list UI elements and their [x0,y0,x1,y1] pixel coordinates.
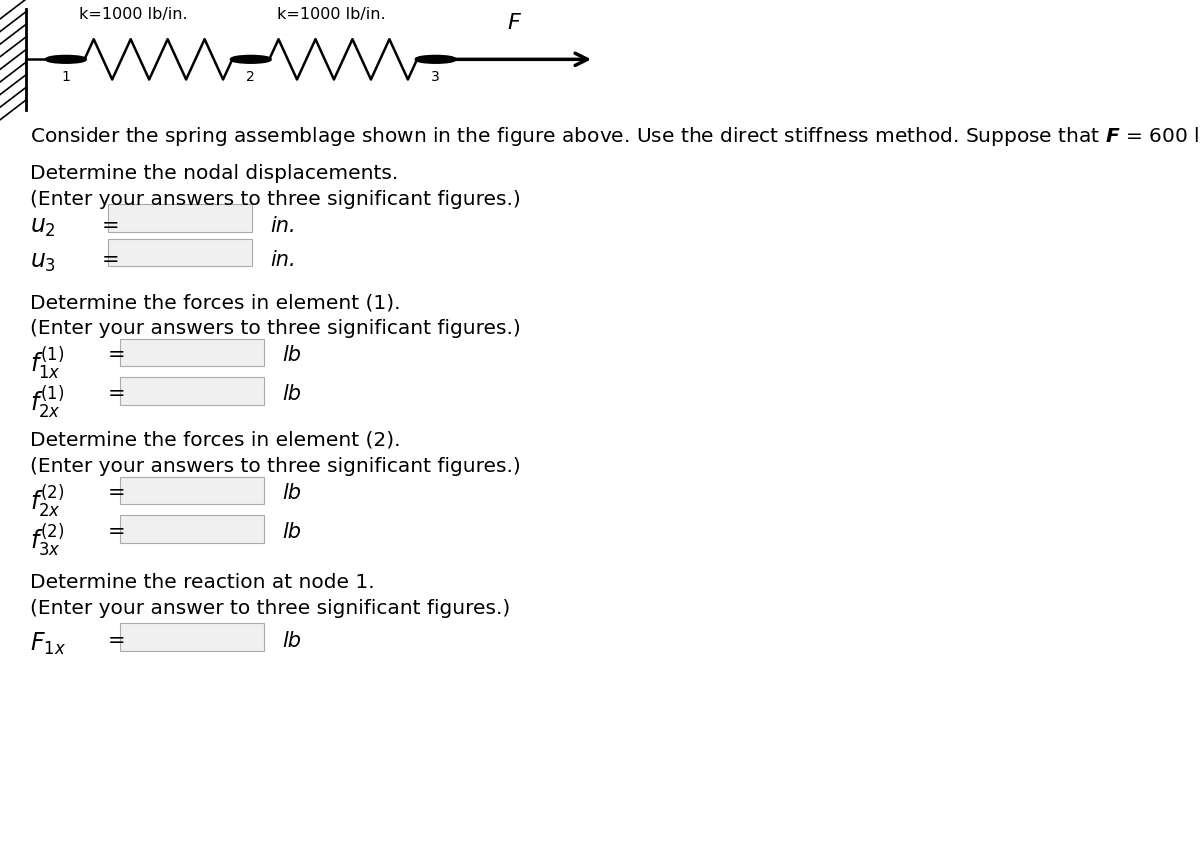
Text: $\mathit{F}$: $\mathit{F}$ [508,13,522,34]
Text: 3: 3 [431,71,440,84]
Text: k=1000 lb/in.: k=1000 lb/in. [79,7,188,22]
Text: $f^{(2)}_{3x}$: $f^{(2)}_{3x}$ [30,521,64,558]
Text: =: = [102,215,120,235]
Text: 2: 2 [246,71,256,84]
Text: $f^{(1)}_{2x}$: $f^{(1)}_{2x}$ [30,383,64,420]
Text: Determine the reaction at node 1.: Determine the reaction at node 1. [30,573,374,592]
Text: =: = [102,250,120,269]
Text: Consider the spring assemblage shown in the figure above. Use the direct stiffne: Consider the spring assemblage shown in … [30,125,1200,148]
Text: lb: lb [282,482,301,502]
Text: =: = [108,482,126,502]
Circle shape [230,57,271,64]
Circle shape [416,57,456,64]
Text: =: = [108,383,126,403]
Text: 1: 1 [61,71,71,84]
Text: k=1000 lb/in.: k=1000 lb/in. [277,7,386,22]
Text: =: = [108,521,126,541]
Text: lb: lb [282,383,301,403]
Text: Determine the nodal displacements.: Determine the nodal displacements. [30,164,398,183]
Text: (Enter your answers to three significant figures.): (Enter your answers to three significant… [30,189,521,208]
Text: lb: lb [282,521,301,541]
Text: $f^{(2)}_{2x}$: $f^{(2)}_{2x}$ [30,482,64,519]
Text: =: = [108,630,126,650]
Text: in.: in. [270,215,295,235]
Text: =: = [108,344,126,364]
Text: $u_3$: $u_3$ [30,250,56,274]
Text: in.: in. [270,250,295,269]
Text: lb: lb [282,630,301,650]
Text: lb: lb [282,344,301,364]
Text: $f^{(1)}_{1x}$: $f^{(1)}_{1x}$ [30,344,64,381]
Text: $u_2$: $u_2$ [30,215,56,239]
Text: Determine the forces in element (2).: Determine the forces in element (2). [30,430,401,449]
Circle shape [47,57,86,64]
Text: (Enter your answers to three significant figures.): (Enter your answers to three significant… [30,456,521,475]
Text: (Enter your answers to three significant figures.): (Enter your answers to three significant… [30,319,521,338]
Text: $F_{1x}$: $F_{1x}$ [30,630,66,656]
Text: Determine the forces in element (1).: Determine the forces in element (1). [30,293,401,312]
Text: (Enter your answer to three significant figures.): (Enter your answer to three significant … [30,598,510,617]
